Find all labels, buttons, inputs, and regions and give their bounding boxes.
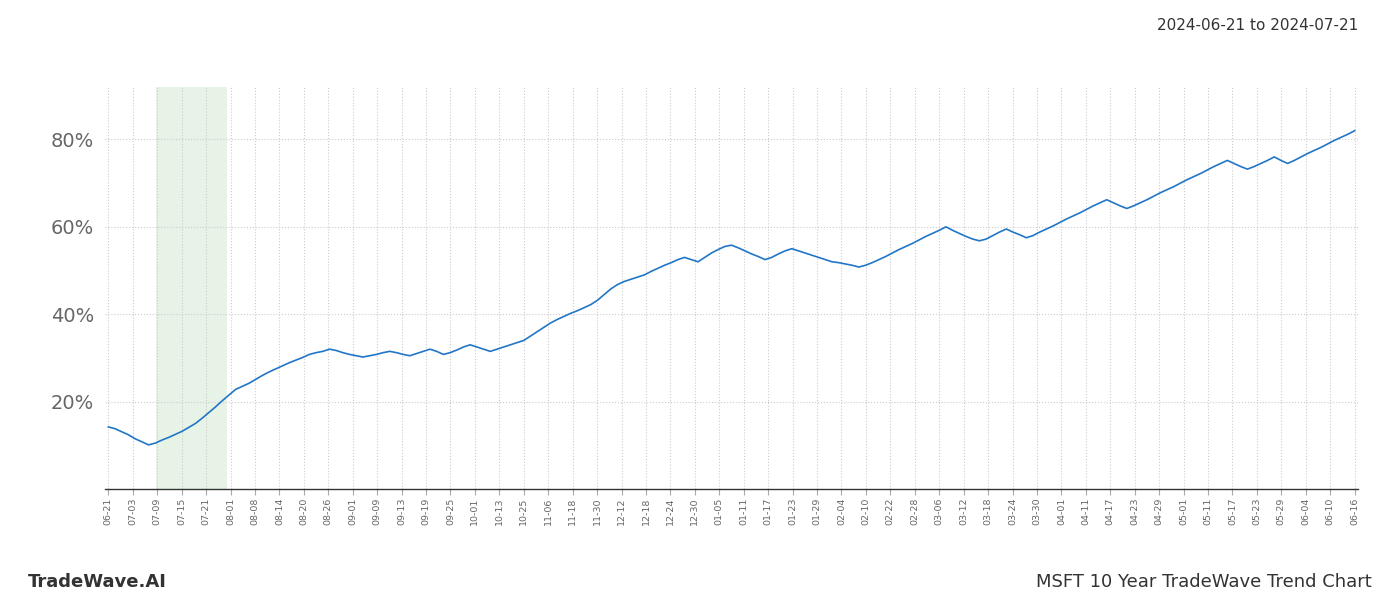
Bar	[155, 87, 227, 489]
Text: 2024-06-21 to 2024-07-21: 2024-06-21 to 2024-07-21	[1156, 18, 1358, 33]
Text: MSFT 10 Year TradeWave Trend Chart: MSFT 10 Year TradeWave Trend Chart	[1036, 573, 1372, 591]
Text: TradeWave.AI: TradeWave.AI	[28, 573, 167, 591]
